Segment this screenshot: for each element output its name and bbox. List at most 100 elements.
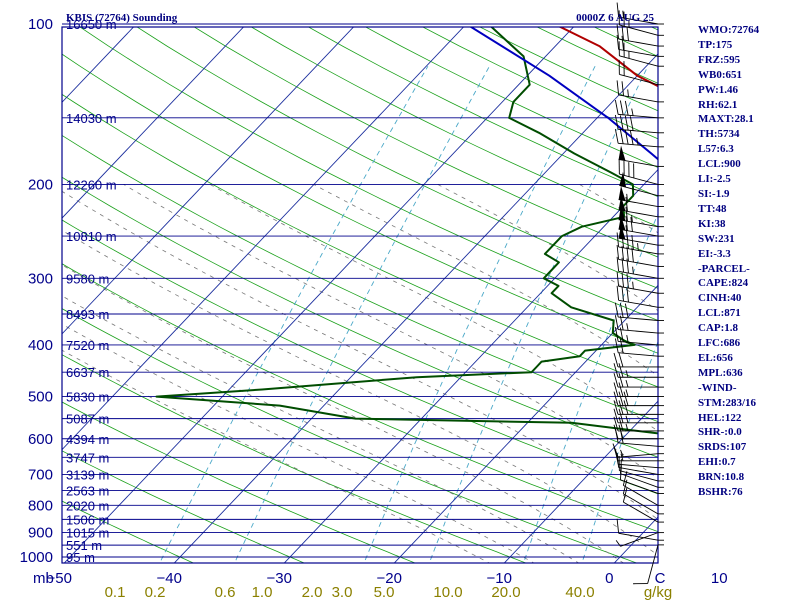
wind-barb bbox=[618, 10, 664, 36]
wind-barb-shaft bbox=[618, 270, 659, 279]
index-line: EI:-3.3 bbox=[698, 247, 731, 260]
wind-barb-feather bbox=[613, 400, 619, 415]
wind-barb bbox=[619, 171, 664, 197]
wind-barb-shaft bbox=[618, 48, 659, 57]
index-line: FRZ:595 bbox=[698, 53, 741, 66]
pressure-unit-label: mb bbox=[33, 570, 54, 587]
index-line: CAPE:824 bbox=[698, 277, 749, 290]
wind-barb-feather bbox=[623, 400, 629, 415]
temperature-tick-label: 0 bbox=[605, 570, 613, 587]
wind-barb-feather bbox=[616, 244, 620, 260]
mixing-ratio-line bbox=[428, 66, 649, 563]
wind-barb-half-feather bbox=[625, 389, 629, 397]
wind-barb-feather bbox=[619, 115, 624, 130]
wind-barb-shaft bbox=[619, 470, 659, 482]
isotherm-line bbox=[283, 168, 658, 563]
wind-barb-feather bbox=[614, 302, 619, 318]
wind-barb-half-feather bbox=[622, 10, 624, 18]
index-line: SRDS:107 bbox=[698, 441, 747, 454]
height-label: 2020 m bbox=[66, 498, 109, 513]
mixing-ratio-tick-label: 0.2 bbox=[145, 584, 166, 600]
wind-barb-half-feather bbox=[615, 540, 621, 547]
isotherm-line bbox=[173, 53, 658, 563]
wind-barb-feather bbox=[619, 315, 624, 331]
moist-adiabat-line bbox=[62, 349, 491, 563]
wind-barb-shaft bbox=[618, 199, 659, 207]
wind-barb-feather bbox=[626, 273, 629, 289]
wind-barb-half-feather bbox=[625, 370, 629, 378]
wind-barb-shaft bbox=[618, 453, 659, 458]
wind-barb-feather bbox=[614, 315, 619, 330]
dry-adiabat-line bbox=[62, 219, 658, 495]
mixing-ratio-tick-label: 2.0 bbox=[302, 584, 323, 600]
index-line: WMO:72764 bbox=[698, 24, 760, 36]
wind-barb-half-feather bbox=[627, 89, 629, 97]
wind-barb-shaft bbox=[623, 484, 659, 506]
dry-adiabat-line bbox=[62, 93, 658, 388]
wind-barb-shaft bbox=[618, 16, 659, 25]
wind-barb-pennant bbox=[618, 224, 626, 240]
wind-barb bbox=[614, 128, 664, 148]
wind-barb bbox=[614, 99, 664, 119]
wind-barb bbox=[613, 382, 664, 398]
wind-barb-feather bbox=[613, 416, 619, 432]
height-label: 3747 m bbox=[66, 450, 109, 465]
height-label: 4394 m bbox=[66, 432, 109, 447]
wind-barb bbox=[616, 285, 664, 308]
wind-barb-feather bbox=[614, 338, 619, 353]
wind-barb-feather bbox=[626, 246, 629, 262]
wind-barb-feather bbox=[613, 382, 619, 397]
wind-barb-feather bbox=[623, 391, 629, 406]
temperature-tick-label: −50 bbox=[47, 570, 72, 587]
wind-barb-feather bbox=[618, 391, 624, 406]
wind-barb-feather bbox=[624, 129, 629, 145]
pressure-tick-label: 900 bbox=[28, 525, 53, 542]
wind-barb-feather bbox=[619, 327, 624, 342]
wind-barb-feather bbox=[614, 114, 619, 130]
height-label: 5087 m bbox=[66, 412, 109, 427]
pressure-tick-label: 1000 bbox=[20, 549, 53, 566]
index-line: EL:656 bbox=[698, 351, 733, 364]
wind-barb bbox=[615, 532, 664, 547]
wind-barb-half-feather bbox=[626, 193, 628, 202]
wind-barb-feather bbox=[621, 272, 624, 288]
wind-barb-pennant bbox=[618, 196, 626, 212]
sounding-time: 0000Z 6 AUG 25 bbox=[576, 12, 654, 24]
wind-barb bbox=[618, 196, 664, 218]
wind-barb bbox=[613, 372, 664, 388]
wind-barb-shaft bbox=[623, 493, 659, 515]
dry-adiabat-line bbox=[193, 27, 658, 258]
wind-barb-feather bbox=[618, 372, 624, 388]
moist-adiabat-line bbox=[62, 295, 580, 563]
dry-adiabat-line bbox=[62, 134, 658, 423]
wind-barb-shaft bbox=[618, 442, 659, 447]
wind-barb-feather bbox=[616, 452, 620, 468]
wind-barb bbox=[616, 80, 664, 103]
height-label: 8493 m bbox=[66, 307, 109, 322]
height-label: 16650 m bbox=[66, 17, 117, 32]
index-line: HEL:122 bbox=[698, 411, 742, 424]
isotherm-line bbox=[63, 27, 575, 563]
wind-barb-shaft bbox=[618, 228, 659, 237]
wind-barb-feather bbox=[613, 391, 619, 406]
wind-barb-feather bbox=[618, 416, 624, 432]
index-line: BSHR:76 bbox=[698, 486, 743, 499]
temperature-tick-label: −20 bbox=[377, 570, 402, 587]
index-line: LFC:686 bbox=[698, 337, 741, 350]
wind-barb-feather bbox=[624, 303, 629, 318]
wind-barb-feather bbox=[613, 352, 619, 368]
wind-barb bbox=[618, 41, 664, 67]
height-label: 551 m bbox=[66, 538, 102, 553]
wind-barb-feather bbox=[625, 206, 628, 222]
wind-barb-half-feather bbox=[626, 335, 629, 343]
mixing-ratio-line bbox=[159, 65, 429, 563]
wind-barb bbox=[618, 185, 664, 207]
index-line: PW:1.46 bbox=[698, 83, 739, 96]
mixing-ratio-line bbox=[581, 340, 658, 563]
wind-barb-feather bbox=[621, 233, 624, 248]
wind-barb-pennant bbox=[619, 171, 627, 188]
isotherm-line bbox=[62, 27, 465, 451]
wind-barb bbox=[614, 327, 664, 346]
mixing-ratio-tick-label: 10.0 bbox=[433, 584, 462, 600]
wind-barb-shaft bbox=[620, 473, 659, 488]
